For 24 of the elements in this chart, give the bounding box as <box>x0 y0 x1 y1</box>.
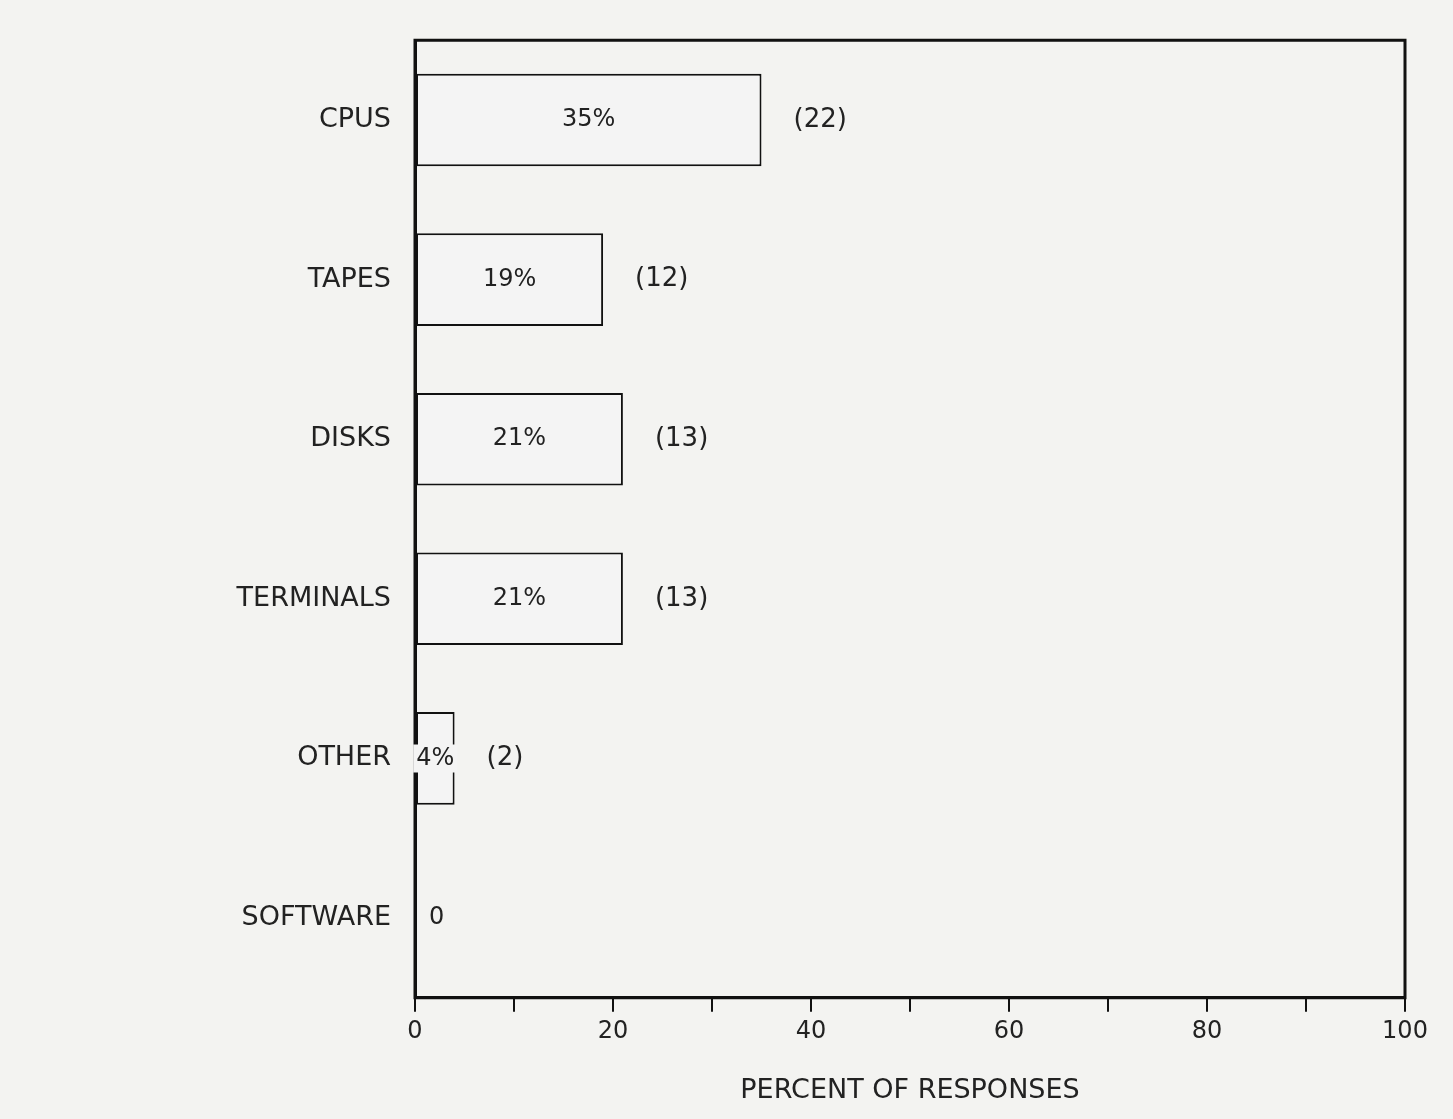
x-tick-label: 20 <box>597 1016 629 1045</box>
data-label: 4% <box>416 742 455 771</box>
y-tick-label: CPUS <box>318 102 391 134</box>
annotation: (2) <box>486 741 524 772</box>
x-axis-title: PERCENT OF RESPONSES <box>740 1072 1080 1104</box>
annotation: (22) <box>793 102 847 133</box>
data-label: 21% <box>492 583 547 612</box>
y-tick-label: DISKS <box>310 421 391 453</box>
x-tick-label: 60 <box>993 1016 1025 1045</box>
y-tick-label: TAPES <box>306 261 391 293</box>
annotation: (13) <box>654 421 709 452</box>
data-label: 0 <box>429 902 445 931</box>
annotation: (13) <box>654 581 709 612</box>
data-label: 35% <box>562 104 616 133</box>
x-tick-label: 40 <box>795 1016 827 1045</box>
y-tick-label: OTHER <box>297 740 391 772</box>
x-tick-label: 100 <box>1382 1016 1428 1045</box>
x-tick-label: 0 <box>407 1016 423 1045</box>
data-label: 19% <box>482 263 537 292</box>
annotation: (12) <box>635 262 689 293</box>
y-tick-label: SOFTWARE <box>241 900 391 932</box>
x-tick-label: 80 <box>1191 1016 1223 1045</box>
y-tick-label: TERMINALS <box>235 580 391 612</box>
data-label: 21% <box>492 423 547 452</box>
